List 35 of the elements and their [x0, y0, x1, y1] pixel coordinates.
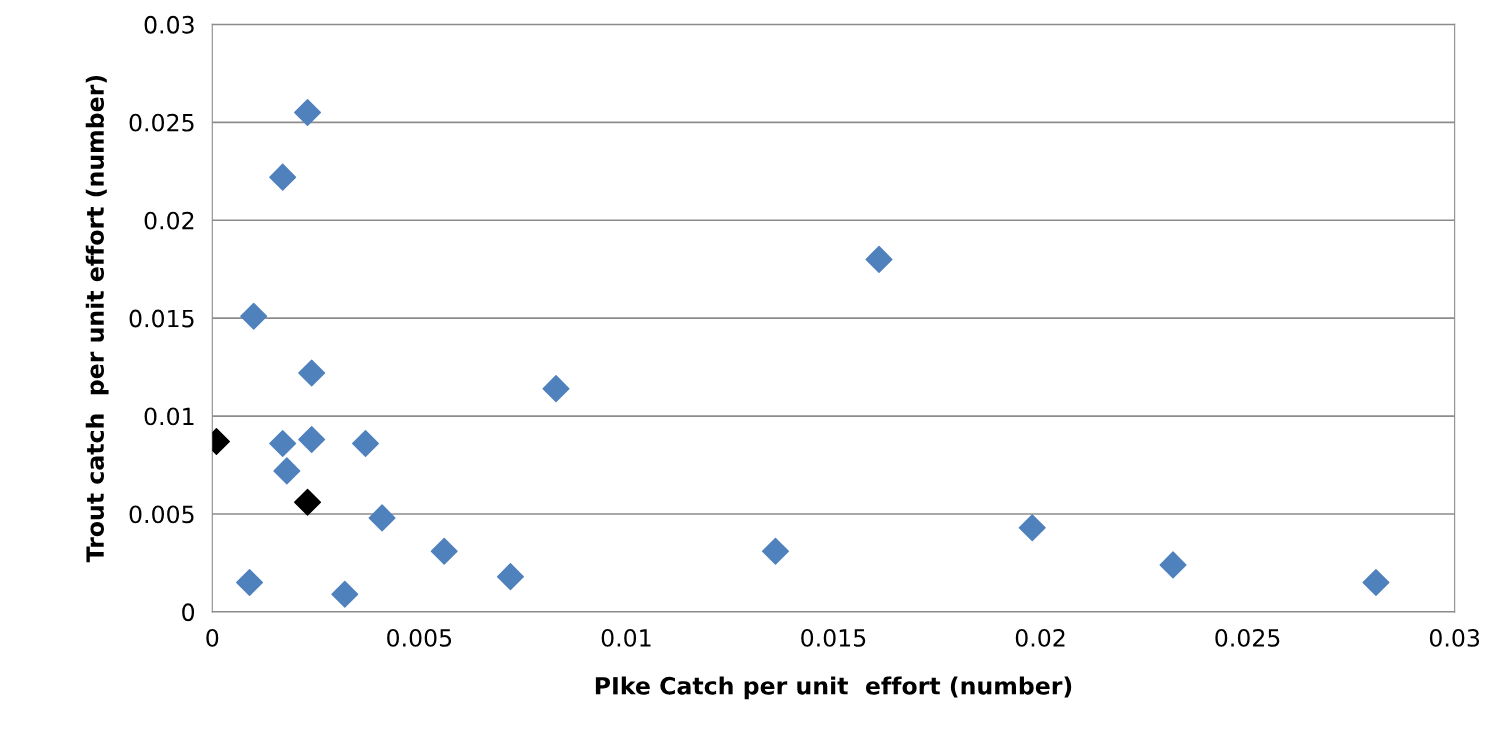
y-tick-label: 0.005: [129, 505, 194, 524]
point: [761, 537, 789, 565]
point: [269, 163, 297, 191]
point: [298, 426, 326, 454]
x-tick-label: 0.02: [1015, 628, 1065, 647]
point: [298, 359, 326, 387]
y-tick-label: 0.015: [129, 309, 194, 328]
point: [542, 375, 570, 403]
x-axis-title: PIke Catch per unit effort (number): [595, 676, 1072, 700]
point: [352, 429, 380, 457]
point: [865, 245, 893, 273]
x-tick-label: 0.01: [601, 628, 651, 647]
x-tick-label: 0.005: [387, 628, 452, 647]
point: [269, 429, 297, 457]
point: [368, 504, 396, 532]
point: [1362, 569, 1390, 597]
y-tick-label: 0.02: [144, 211, 194, 230]
x-tick-label: 0.015: [801, 628, 866, 647]
point: [430, 537, 458, 565]
y-axis-title: Trout catch per unit effort (number): [85, 75, 109, 563]
point: [294, 99, 322, 127]
x-tick-label: 0: [206, 628, 219, 647]
point: [273, 457, 301, 485]
point: [236, 569, 264, 597]
point: [240, 302, 268, 330]
point: [1018, 514, 1046, 542]
y-tick-label: 0.03: [144, 15, 194, 34]
y-tick-label: 0.01: [144, 407, 194, 426]
y-tick-label: 0.025: [129, 113, 194, 132]
point: [1159, 551, 1187, 579]
x-tick-label: 0.025: [1215, 628, 1280, 647]
point: [496, 563, 524, 591]
y-tick-label: 0: [182, 603, 195, 622]
x-tick-label: 0.03: [1429, 628, 1480, 647]
point: [331, 580, 359, 608]
